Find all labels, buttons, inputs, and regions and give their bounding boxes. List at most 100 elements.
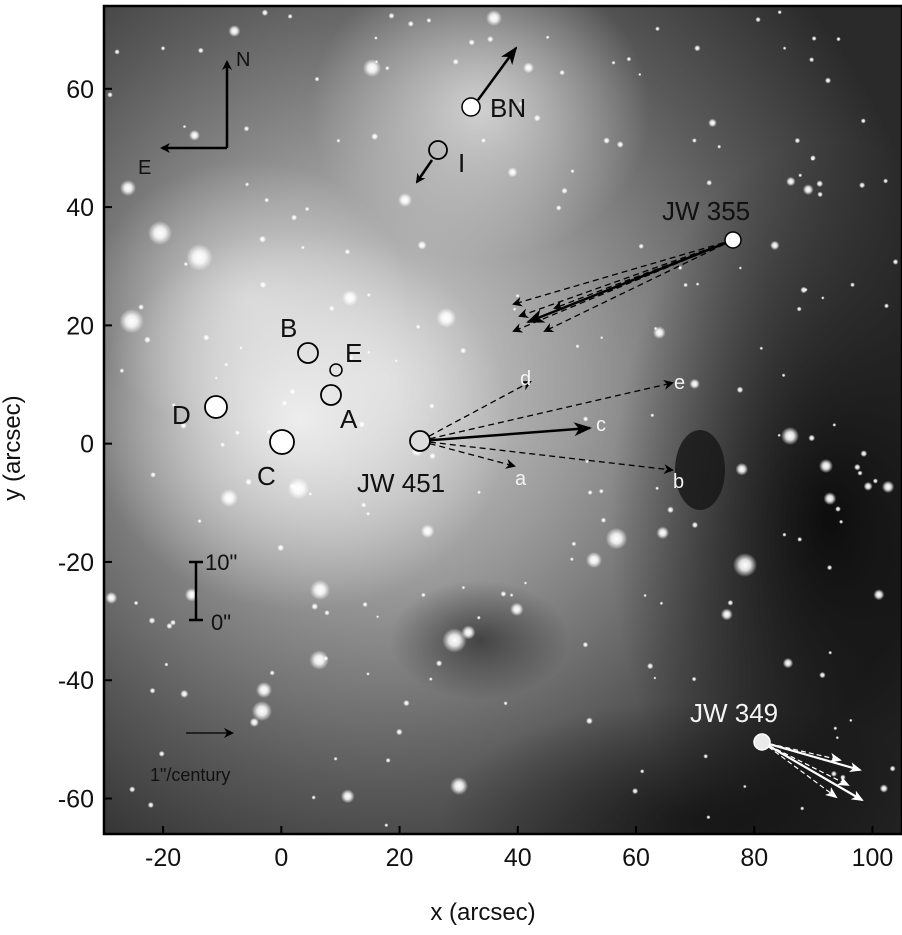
y-tick-label: 60 [66,76,94,104]
vector-label-d: d [520,368,531,390]
star [144,336,151,344]
star [367,350,371,354]
star [468,39,475,46]
star [510,602,524,616]
star [659,601,664,606]
bright-star [148,221,172,245]
source-JW355: JW 355 [512,196,750,333]
compass: N E [138,49,250,179]
star [214,376,218,380]
star [160,46,166,51]
star [180,422,187,429]
star [361,502,367,508]
star [708,118,717,128]
star [512,307,517,312]
star [717,144,722,149]
bright-star [486,10,502,26]
star [616,141,624,148]
star [119,368,125,374]
star [632,788,639,795]
star [782,657,794,669]
bright-star [342,290,358,306]
star [879,784,889,793]
star [830,770,837,777]
star [105,591,118,604]
star [835,736,839,740]
star [197,519,202,524]
star [836,36,841,42]
star [261,9,269,16]
y-axis-ticks: 60 40 20 0 -20 -40 -60 [58,76,112,814]
star [107,92,113,98]
vector-label-a: a [515,468,527,490]
star [605,527,628,550]
star [417,240,427,250]
star [523,62,534,74]
star [311,795,316,800]
star [481,138,486,143]
star [243,125,250,132]
bright-star [120,180,136,196]
star [289,483,296,490]
star [171,402,176,408]
star [857,470,863,476]
star [180,689,189,699]
star [839,519,844,524]
star [420,524,435,539]
star [366,293,371,297]
star [476,615,481,620]
star [703,753,709,759]
bright-star [256,682,272,698]
star [388,12,395,19]
star [507,167,518,178]
star [640,769,645,774]
bright-star [398,193,412,207]
star [251,701,272,722]
source-JW349: JW 349 [690,698,864,802]
star [738,266,743,270]
star [777,433,781,437]
star [301,245,305,250]
star [816,180,824,188]
star [287,13,293,19]
star [683,282,688,288]
star [287,477,310,500]
star [655,486,659,491]
source-BN: BN [461,46,526,123]
star [655,26,660,32]
star [647,662,654,670]
star [571,541,577,547]
y-tick-label: 40 [66,194,94,222]
star [653,676,657,680]
star [138,304,145,310]
star [384,823,389,828]
bright-star [450,777,468,795]
star [585,717,593,725]
star [759,346,764,351]
star [570,169,575,174]
star [819,671,826,679]
star [569,557,574,562]
star [119,309,144,334]
star [277,544,285,552]
bright-star [220,489,238,507]
star [385,66,390,71]
vector-label-e: e [674,372,685,394]
star [509,593,514,597]
star [487,36,494,43]
x-tick-label: 80 [740,844,768,872]
star [582,641,589,648]
star [224,362,229,367]
bright-star [363,59,381,77]
star [770,240,780,251]
star [323,656,329,661]
label-C: C [257,461,276,491]
y-tick-label: -40 [58,667,94,695]
star [840,774,846,781]
star [533,114,541,122]
star [587,490,593,495]
star [291,214,298,221]
source-C: C [257,429,295,491]
star [656,526,669,540]
